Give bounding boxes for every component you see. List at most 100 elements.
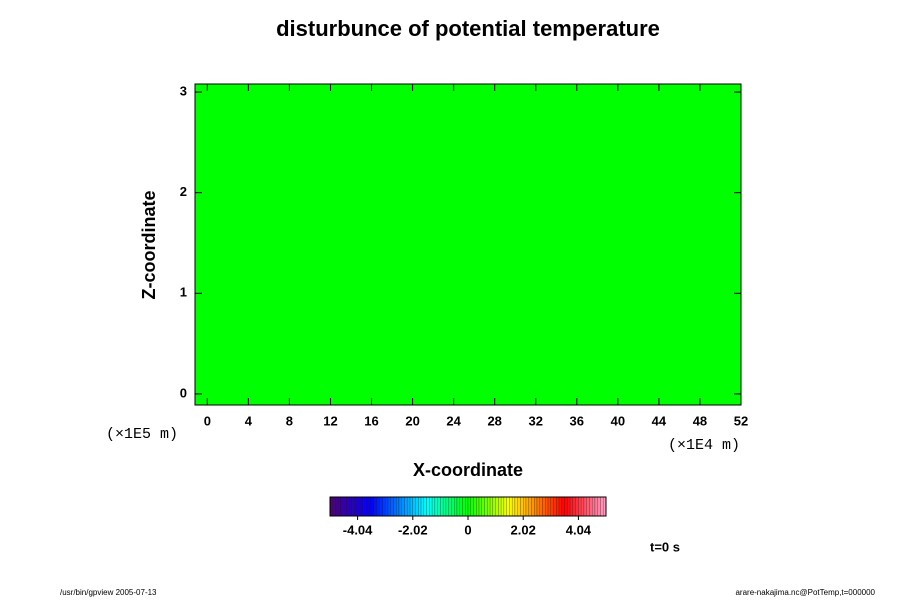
colorbar-stripe	[520, 496, 524, 517]
colorbar-stripe	[517, 496, 521, 517]
colorbar-stripe	[525, 496, 529, 517]
x-tick-label: 12	[323, 413, 337, 428]
colorbar-stripe	[368, 496, 372, 517]
colorbar-stripe	[583, 496, 587, 517]
colorbar-stripe	[550, 496, 554, 517]
colorbar-stripe	[487, 496, 491, 517]
colorbar-stripe	[431, 496, 436, 517]
colorbar-stripe	[440, 496, 444, 517]
colorbar-stripe	[586, 496, 590, 517]
y-scale-label: (×1E5 m)	[106, 426, 178, 443]
field-cell	[195, 84, 741, 405]
colorbar-stripe	[390, 496, 394, 517]
x-tick-label: 48	[693, 413, 707, 428]
chart-title: disturbunce of potential temperature	[276, 16, 660, 41]
colorbar-stripe	[547, 496, 551, 517]
colorbar-stripe	[340, 496, 345, 517]
colorbar-stripe	[539, 496, 543, 517]
colorbar-stripe	[481, 496, 485, 517]
y-tick-label: 1	[180, 285, 187, 300]
colorbar-stripe	[514, 496, 518, 517]
colorbar-stripe	[534, 496, 538, 517]
x-tick-label: 4	[245, 413, 253, 428]
colorbar-stripe	[437, 496, 441, 517]
colorbar-stripe	[418, 496, 422, 517]
colorbar-stripe	[357, 496, 361, 517]
x-scale-label: (×1E4 m)	[668, 437, 740, 454]
colorbar-stripe	[506, 496, 510, 517]
colorbar-stripe	[542, 496, 546, 517]
x-tick-label: 32	[529, 413, 543, 428]
time-label: t=0 s	[650, 539, 680, 554]
colorbar-stripe	[401, 496, 405, 517]
colorbar-stripe	[511, 496, 516, 517]
colorbar-stripe	[349, 496, 353, 517]
colorbar-stripe	[564, 496, 568, 517]
colorbar-stripe	[387, 496, 391, 517]
colorbar-stripe	[429, 496, 433, 517]
colorbar-stripe	[404, 496, 408, 517]
colorbar-stripe	[343, 496, 347, 517]
colorbar-stripe	[351, 496, 356, 517]
x-tick-label: 0	[204, 413, 211, 428]
colorbar-stripe	[415, 496, 419, 517]
colorbar-stripe	[575, 496, 579, 517]
colorbar-stripe	[476, 496, 480, 517]
colorbar-stripe	[597, 496, 601, 517]
colorbar-tick-label: -2.02	[398, 522, 428, 537]
colorbar-stripe	[409, 496, 414, 517]
colorbar-stripe	[445, 496, 449, 517]
colorbar-stripe	[567, 496, 571, 517]
colorbar-stripe	[484, 496, 488, 517]
colorbar-stripe	[500, 496, 505, 517]
colorbar-stripe	[489, 496, 494, 517]
colorbar-stripe	[360, 496, 364, 517]
footer-left: /usr/bin/gpview 2005-07-13	[60, 588, 157, 597]
colorbar-stripe	[434, 496, 438, 517]
x-tick-label: 44	[652, 413, 667, 428]
colorbar-tick-label: -4.04	[343, 522, 373, 537]
colorbar-stripe	[536, 496, 540, 517]
colorbar-stripe	[373, 496, 378, 517]
colorbar-stripe	[553, 496, 557, 517]
colorbar-stripe	[335, 496, 339, 517]
colorbar-stripe	[346, 496, 350, 517]
x-tick-label: 28	[487, 413, 501, 428]
colorbar-stripe	[561, 496, 565, 517]
colorbar-stripe	[503, 496, 507, 517]
colorbar-stripe	[371, 496, 375, 517]
colorbar-stripe	[531, 496, 535, 517]
colorbar-stripe	[398, 496, 402, 517]
colorbar-stripe	[459, 496, 463, 517]
colorbar-stripe	[495, 496, 499, 517]
colorbar-stripe	[451, 496, 455, 517]
x-tick-label: 16	[364, 413, 378, 428]
colorbar-stripe	[594, 496, 598, 517]
colorbar-stripe	[396, 496, 400, 517]
colorbar-stripe	[470, 496, 474, 517]
y-axis-label: Z-coordinate	[139, 190, 159, 299]
colorbar-stripe	[492, 496, 496, 517]
colorbar-stripe	[376, 496, 380, 517]
colorbar-stripe	[456, 496, 460, 517]
x-tick-label: 52	[734, 413, 748, 428]
colorbar-stripe	[545, 496, 549, 517]
colorbar-stripe	[379, 496, 383, 517]
colorbar-stripe	[465, 496, 469, 517]
colorbar-stripe	[578, 496, 582, 517]
colorbar-stripe	[407, 496, 411, 517]
colorbar-stripe	[478, 496, 483, 517]
colorbar-stripe	[467, 496, 471, 517]
footer-right: arare-nakajima.nc@PotTemp,t=000000	[735, 588, 875, 597]
colorbar-stripe	[498, 496, 502, 517]
colorbar-stripe	[362, 496, 367, 517]
colorbar-stripe	[354, 496, 358, 517]
colorbar-stripe	[423, 496, 427, 517]
y-tick-label: 0	[180, 385, 187, 400]
colorbar-stripe	[580, 496, 585, 517]
colorbar-stripe	[572, 496, 576, 517]
colorbar-stripe	[382, 496, 386, 517]
colorbar-stripe	[385, 496, 389, 517]
x-tick-label: 36	[570, 413, 584, 428]
